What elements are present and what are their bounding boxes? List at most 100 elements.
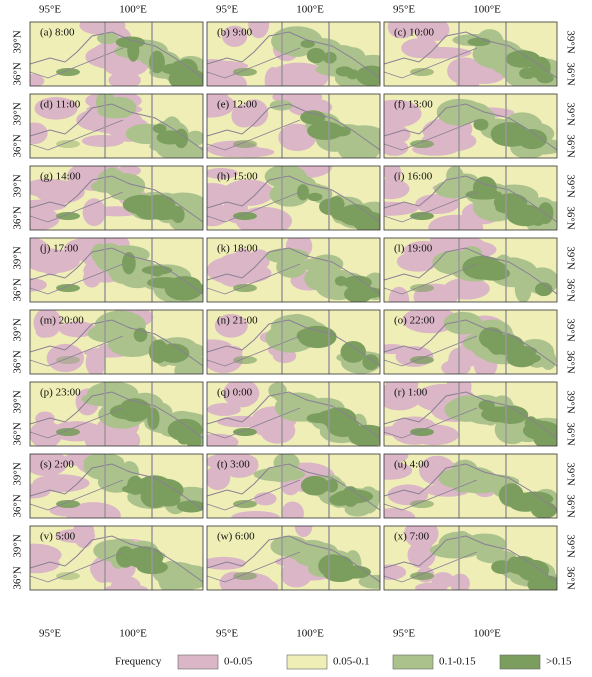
basin-spot bbox=[410, 500, 434, 508]
boundary bbox=[384, 119, 478, 151]
basin-spot bbox=[410, 140, 434, 148]
low-area bbox=[79, 22, 126, 36]
low-area bbox=[401, 38, 440, 58]
low-area bbox=[281, 501, 304, 518]
panel-label: (j) 17:00 bbox=[40, 243, 79, 255]
high-area bbox=[300, 110, 326, 125]
low-area bbox=[32, 474, 90, 493]
high-area bbox=[141, 194, 176, 215]
lat-label: 39°N bbox=[12, 102, 24, 125]
lat-label: 39°N bbox=[12, 462, 24, 485]
high-area bbox=[331, 207, 367, 222]
mid-area bbox=[443, 99, 482, 118]
lat-label: 36°N bbox=[564, 566, 576, 589]
low-area bbox=[83, 269, 101, 288]
panel-frame bbox=[383, 381, 558, 447]
low-area bbox=[280, 561, 312, 588]
panel-frame bbox=[29, 453, 204, 519]
lat-label: 36°N bbox=[12, 62, 24, 85]
panel-frame bbox=[206, 21, 381, 87]
panel-frame bbox=[29, 309, 204, 375]
high-area bbox=[506, 352, 541, 365]
boundary bbox=[207, 407, 301, 439]
boundary bbox=[30, 551, 124, 583]
lat-label: 36°N bbox=[12, 278, 24, 301]
lat-label: 36°N bbox=[12, 494, 24, 517]
mid-area bbox=[302, 257, 336, 272]
boundary bbox=[30, 263, 124, 295]
lon-label: 100°E bbox=[119, 4, 147, 16]
boundary bbox=[30, 175, 203, 223]
lat-label: 39°N bbox=[12, 30, 24, 53]
low-area bbox=[85, 348, 106, 374]
panel-label: (x) 7:00 bbox=[394, 531, 430, 543]
basin-spot bbox=[56, 572, 80, 580]
high-area bbox=[505, 50, 541, 68]
boundary bbox=[207, 47, 301, 79]
boundary bbox=[207, 463, 380, 511]
low-area bbox=[287, 97, 333, 117]
lat-label: 39°N bbox=[564, 174, 576, 197]
boundary bbox=[384, 335, 478, 367]
high-area bbox=[157, 493, 181, 507]
boundary bbox=[207, 119, 301, 151]
low-area bbox=[55, 528, 96, 543]
basin-spot bbox=[410, 572, 434, 580]
boundary bbox=[207, 479, 301, 511]
lat-label: 36°N bbox=[564, 62, 576, 85]
boundary bbox=[384, 479, 478, 511]
boundary bbox=[384, 191, 478, 223]
panel-label: (f) 13:00 bbox=[394, 99, 433, 111]
map-panel bbox=[207, 454, 380, 518]
panel-label: (p) 23:00 bbox=[40, 387, 81, 399]
lat-label: 39°N bbox=[564, 246, 576, 269]
low-area bbox=[443, 277, 490, 300]
high-area bbox=[531, 501, 557, 518]
panel-frame bbox=[383, 237, 558, 303]
low-area bbox=[207, 60, 249, 72]
high-area bbox=[467, 37, 491, 47]
basin-spot bbox=[410, 356, 434, 364]
legend-title: Frequency bbox=[115, 656, 162, 668]
high-area bbox=[137, 475, 172, 498]
lat-label: 39°N bbox=[564, 30, 576, 53]
lat-label: 39°N bbox=[12, 246, 24, 269]
lon-label: 100°E bbox=[473, 4, 501, 16]
legend-label: 0.1-0.15 bbox=[439, 656, 476, 668]
boundary bbox=[30, 247, 203, 295]
map-panel bbox=[30, 526, 203, 590]
low-area bbox=[30, 122, 48, 145]
basin-spot bbox=[233, 68, 257, 76]
high-area bbox=[306, 329, 328, 347]
panel-label: (w) 6:00 bbox=[217, 531, 255, 543]
low-area bbox=[81, 134, 125, 147]
map-panel bbox=[384, 166, 557, 230]
high-area bbox=[491, 560, 513, 575]
high-area bbox=[149, 50, 165, 74]
boundary bbox=[384, 247, 557, 295]
low-area bbox=[98, 426, 141, 446]
high-area bbox=[109, 404, 144, 420]
boundary bbox=[384, 47, 478, 79]
boundary bbox=[30, 103, 203, 151]
high-area bbox=[127, 475, 144, 495]
panel-frame bbox=[206, 525, 381, 591]
low-area bbox=[214, 314, 248, 338]
panel-label: (b) 9:00 bbox=[217, 27, 253, 39]
low-area bbox=[384, 508, 416, 518]
lat-label: 36°N bbox=[564, 422, 576, 445]
map-panel bbox=[30, 454, 203, 518]
map-panel bbox=[384, 382, 557, 446]
mid-area bbox=[273, 454, 300, 473]
mid-area bbox=[94, 310, 146, 341]
low-area bbox=[59, 321, 97, 338]
boundary bbox=[384, 551, 478, 583]
basin-spot bbox=[56, 428, 80, 436]
low-area bbox=[388, 286, 410, 302]
basin-spot bbox=[233, 428, 257, 436]
panel-frame bbox=[29, 237, 204, 303]
lon-label: 95°E bbox=[39, 4, 61, 16]
high-area bbox=[362, 354, 380, 370]
